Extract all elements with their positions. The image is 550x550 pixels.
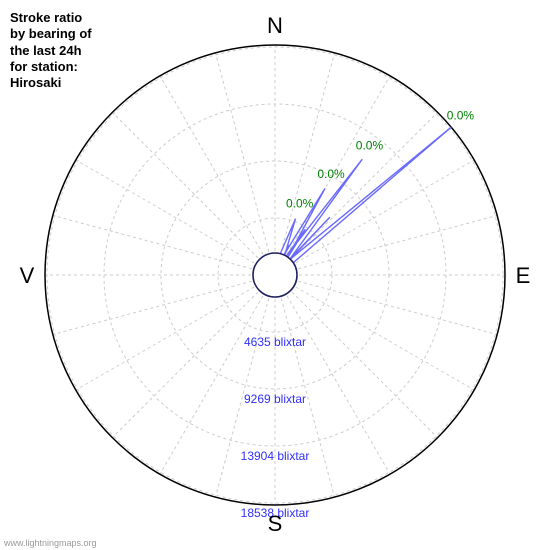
chart-title: Stroke ratio by bearing of the last 24h … [10,10,92,91]
cardinal-s: S [268,511,283,536]
ring-label: 4635 blixtar [244,335,306,349]
cardinal-w: V [20,263,35,288]
sector-label: 0.0% [317,167,345,181]
ring-label: 9269 blixtar [244,392,306,406]
sector-label: 0.0% [356,139,384,153]
footer-credit: www.lightningmaps.org [4,538,97,548]
sector-label: 0.0% [447,108,475,122]
center-circle [253,253,297,297]
cardinal-n: N [267,13,283,38]
ring-label: 13904 blixtar [241,449,310,463]
cardinal-e: E [516,263,531,288]
sector-label: 0.0% [286,196,314,210]
